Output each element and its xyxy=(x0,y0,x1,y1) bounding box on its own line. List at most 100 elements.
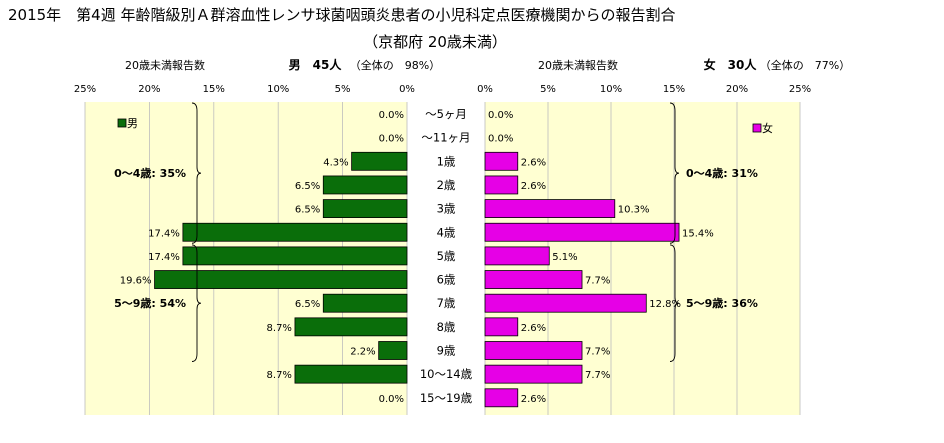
female-group-label: 0～4歳: 31% xyxy=(686,166,758,180)
female-tick-label: 25% xyxy=(789,84,811,95)
female-value-label: 12.8% xyxy=(649,299,681,310)
female-value-label: 2.6% xyxy=(521,157,546,168)
female-bar xyxy=(484,270,583,289)
male-bar xyxy=(351,151,408,171)
male-tick-label: 10% xyxy=(267,84,289,95)
male-tick-label: 15% xyxy=(203,84,225,95)
female-bar xyxy=(484,175,519,195)
chart-subtitle: （京都府 20歳未満） xyxy=(363,33,507,51)
female-value-label: 7.7% xyxy=(585,276,610,287)
category-label: 5歳 xyxy=(437,249,456,263)
female-group-bracket xyxy=(669,102,680,244)
male-header-count: 男 45人 xyxy=(289,57,343,72)
value-labels: 0.0% 0.0% 0.0% 0.0% 4.3% 2.6% 6.5% 2.6% 6.5% 10.3… xyxy=(120,110,714,405)
male-value-label: 17.4% xyxy=(148,252,180,263)
male-value-label: 0.0% xyxy=(379,394,404,405)
female-header-share: （全体の 77%） xyxy=(760,58,850,72)
female-tick-label: 0% xyxy=(477,84,493,95)
female-header-label: 20歳未満報告数 xyxy=(538,59,618,72)
legend-male: 男 xyxy=(117,117,138,130)
female-header-count: 女 30人 xyxy=(704,57,758,72)
male-bar xyxy=(294,317,408,337)
male-group-bracket xyxy=(191,102,202,244)
female-tick-label: 5% xyxy=(540,84,556,95)
male-bar xyxy=(182,222,408,242)
female-tick-label: 15% xyxy=(663,84,685,95)
male-value-label: 19.6% xyxy=(120,276,152,287)
female-value-label: 7.7% xyxy=(585,347,610,358)
female-value-label: 5.1% xyxy=(552,252,577,263)
male-tick-label: 25% xyxy=(74,84,96,95)
female-value-label: 0.0% xyxy=(488,110,513,121)
category-label: 3歳 xyxy=(437,202,456,216)
category-label: 10～14歳 xyxy=(420,367,473,381)
legend-female-label: 女 xyxy=(762,121,773,135)
female-tick-label: 10% xyxy=(600,84,622,95)
age-group-annotations: 0～4歳: 35% 5～9歳: 54% 0～4歳: 31% 5～9歳: 36% xyxy=(114,102,758,362)
female-value-label: 7.7% xyxy=(585,370,610,381)
female-bar xyxy=(484,341,583,360)
male-group-label: 5～9歳: 54% xyxy=(114,296,186,310)
axis-ticks: 25% 20% 15% 10% 5% 0% 0% 5% 10% 15% 20% 25% xyxy=(74,84,811,95)
male-header-label: 20歳未満報告数 xyxy=(125,59,205,72)
female-value-label: 2.6% xyxy=(521,181,546,192)
female-bar xyxy=(484,364,583,384)
male-bar xyxy=(322,293,408,313)
female-bar xyxy=(484,222,680,242)
bars xyxy=(154,151,680,408)
male-bar xyxy=(322,199,408,219)
female-value-label: 2.6% xyxy=(521,323,546,334)
male-value-label: 6.5% xyxy=(295,299,320,310)
male-bar xyxy=(154,270,408,289)
male-group-label: 0～4歳: 35% xyxy=(114,166,186,180)
male-value-label: 0.0% xyxy=(379,110,404,121)
female-bar xyxy=(484,317,519,337)
female-value-label: 15.4% xyxy=(682,228,714,239)
legend-male-label: 男 xyxy=(127,117,138,130)
category-label: 9歳 xyxy=(437,344,456,358)
male-bar xyxy=(322,175,408,195)
category-labels: ～5ヶ月 ～11ヶ月 1歳 2歳 3歳 4歳 5歳 6歳 7歳 8歳 9歳 10～14歳 15～19歳 xyxy=(420,107,473,405)
chart-title: 2015年 第4週 年齢階級別Ａ群溶血性レンサ球菌咽頭炎患者の小児科定点医療機関… xyxy=(8,6,676,24)
female-value-label: 10.3% xyxy=(618,205,650,216)
category-label: ～5ヶ月 xyxy=(425,107,467,121)
male-value-label: 4.3% xyxy=(323,157,348,168)
male-value-label: 6.5% xyxy=(295,181,320,192)
male-value-label: 6.5% xyxy=(295,205,320,216)
male-value-label: 8.7% xyxy=(267,370,292,381)
female-bar xyxy=(484,151,519,171)
female-bar xyxy=(484,388,519,408)
category-label: ～11ヶ月 xyxy=(421,131,470,145)
male-group-bracket xyxy=(191,244,202,362)
male-header-share: （全体の 98%） xyxy=(350,58,440,72)
female-group-label: 5～9歳: 36% xyxy=(686,296,758,310)
male-value-label: 17.4% xyxy=(148,228,180,239)
category-label: 4歳 xyxy=(437,225,456,239)
male-bar xyxy=(182,246,408,266)
category-label: 6歳 xyxy=(437,273,456,287)
female-value-label: 0.0% xyxy=(488,134,513,145)
female-bar xyxy=(484,246,550,266)
male-value-label: 8.7% xyxy=(267,323,292,334)
legend-female: 女 xyxy=(752,121,773,135)
male-tick-label: 20% xyxy=(138,84,160,95)
female-group-bracket xyxy=(669,244,680,362)
category-label: 2歳 xyxy=(437,178,456,192)
legend-female-swatch xyxy=(752,123,762,133)
female-tick-label: 20% xyxy=(726,84,748,95)
male-value-label: 2.2% xyxy=(350,347,375,358)
male-tick-label: 0% xyxy=(399,84,415,95)
category-label: 1歳 xyxy=(437,154,456,168)
female-bar xyxy=(484,199,616,219)
category-label: 15～19歳 xyxy=(420,391,473,405)
male-value-label: 0.0% xyxy=(379,134,404,145)
male-tick-label: 5% xyxy=(335,84,351,95)
female-bar xyxy=(484,293,647,313)
legend-male-swatch xyxy=(117,118,127,128)
female-value-label: 2.6% xyxy=(521,394,546,405)
male-bar xyxy=(294,364,408,384)
category-label: 8歳 xyxy=(437,320,456,334)
male-bar xyxy=(378,341,408,360)
category-label: 7歳 xyxy=(437,296,456,310)
